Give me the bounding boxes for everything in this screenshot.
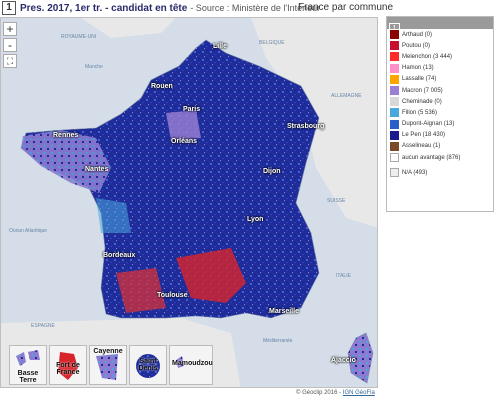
inset-label: Cayenne <box>93 348 123 355</box>
city-label: Paris <box>183 106 201 113</box>
legend-header: 1 <box>387 17 493 34</box>
legend-item[interactable]: Melenchon (3 444) <box>387 51 493 62</box>
ign-geofla-link[interactable]: IGN GéoFla <box>342 390 375 396</box>
legend-label: Macron (7 005) <box>402 87 443 94</box>
legend-label: Dupont-Aignan (13) <box>402 121 455 128</box>
legend-item[interactable]: Macron (7 005) <box>387 85 493 96</box>
legend-swatch <box>390 52 399 62</box>
france-map[interactable] <box>1 18 378 388</box>
city-label: Strasbourg <box>287 123 325 130</box>
legend-label: Poutou (0) <box>402 42 431 49</box>
city-label: Lille <box>213 43 228 50</box>
legend-item[interactable]: Lassalle (74) <box>387 74 493 85</box>
legend-swatch <box>390 130 399 140</box>
legend-swatch <box>390 74 399 84</box>
legend-label: Le Pen (18 430) <box>402 132 446 139</box>
legend-label: Asselineau (1) <box>402 143 441 150</box>
fillon-region-west <box>96 198 131 233</box>
zoom-out-button[interactable]: - <box>3 38 17 52</box>
inset-label: Mamoudzou <box>172 360 213 367</box>
legend-item[interactable]: Dupont-Aignan (13) <box>387 119 493 130</box>
inset-mayotte[interactable]: Mamoudzou <box>169 345 213 385</box>
sea-label: ITALIE <box>336 273 351 279</box>
legend-item[interactable]: Arthaud (0) <box>387 29 493 40</box>
paris-region <box>166 110 201 140</box>
legend-swatch <box>390 97 399 107</box>
legend-item[interactable]: Fillon (5 536) <box>387 107 493 118</box>
map-credits: © Géoclip 2016 - IGN GéoFla <box>296 390 375 396</box>
city-label: Rennes <box>53 132 79 139</box>
legend-swatch <box>390 153 399 163</box>
legend-swatch <box>390 30 399 40</box>
legend-label: aucun avantage (876) <box>402 154 461 161</box>
melenchon-region-south <box>176 248 246 303</box>
legend-swatch <box>390 86 399 96</box>
sea-label: ESPAGNE <box>31 323 55 329</box>
france-mainland <box>20 39 320 319</box>
melenchon-region-southwest <box>116 268 166 313</box>
zoom-in-button[interactable]: + <box>3 22 17 36</box>
corsica <box>347 332 374 384</box>
legend-item[interactable]: aucun avantage (876) <box>387 152 493 163</box>
macron-region-west <box>21 130 111 193</box>
city-label: Nantes <box>85 166 109 173</box>
map-index-badge: 1 <box>2 1 16 15</box>
copyright-text: © Géoclip 2016 - <box>296 390 342 396</box>
legend-item[interactable]: Hamon (13) <box>387 63 493 74</box>
map-source: - Source : Ministère de l'Intérieur <box>190 3 321 13</box>
legend-item[interactable]: Asselineau (1) <box>387 141 493 152</box>
legend-item[interactable]: Le Pen (18 430) <box>387 130 493 141</box>
sea-label: Manche <box>85 64 103 70</box>
legend-label: Melenchon (3 444) <box>402 53 453 60</box>
legend-swatch <box>390 108 399 118</box>
city-label: Orléans <box>171 138 198 145</box>
fullscreen-button[interactable]: ⛶ <box>3 54 17 68</box>
neighbour-land <box>81 18 176 38</box>
legend-label: Fillon (5 536) <box>402 109 438 116</box>
map-frame[interactable]: + - ⛶ Manche Océan Atlantique ESPAGNE Mé… <box>0 17 378 388</box>
city-label: Ajaccio <box>331 357 356 364</box>
map-title: Pres. 2017, 1er tr. - candidat en tête <box>20 2 188 14</box>
sea-label: ALLEMAGNE <box>331 93 362 99</box>
city-label: Marseille <box>269 308 299 315</box>
inset-label: Saint Denis <box>138 358 158 372</box>
city-label: Bordeaux <box>103 252 136 259</box>
legend-item[interactable]: Cheminade (0) <box>387 96 493 107</box>
legend-swatch <box>390 41 399 51</box>
city-label: Dijon <box>263 168 281 175</box>
city-label: Toulouse <box>157 292 188 299</box>
legend-swatch <box>390 141 399 151</box>
legend-label: Lassalle (74) <box>402 76 437 83</box>
sea-label: ROYAUME-UNI <box>61 34 97 40</box>
sea-label: Méditerranée <box>263 338 293 344</box>
legend-swatch <box>390 119 399 129</box>
inset-guadeloupe[interactable]: Basse Terre <box>9 345 47 385</box>
inset-guyane[interactable]: Cayenne <box>89 345 127 385</box>
city-label: Rouen <box>151 83 173 90</box>
legend-swatch <box>390 63 399 73</box>
inset-reunion[interactable]: Saint Denis <box>129 345 167 385</box>
sea-label: BELGIQUE <box>259 40 285 46</box>
legend-label: Cheminade (0) <box>402 98 442 105</box>
legend-item[interactable]: Poutou (0) <box>387 40 493 51</box>
legend-label: Hamon (13) <box>402 65 434 72</box>
legend-label: N/A (493) <box>402 169 428 176</box>
legend-swatch <box>390 168 399 178</box>
sea-label: SUISSE <box>327 198 346 204</box>
map-title-bar: 1 Pres. 2017, 1er tr. - candidat en tête… <box>0 0 378 16</box>
inset-martinique[interactable]: Fort de France <box>49 345 87 385</box>
legend-panel: 1 Arthaud (0) Poutou (0) Melenchon (3 444)… <box>386 16 494 212</box>
legend-item[interactable]: N/A (493) <box>387 167 493 178</box>
inset-label: Fort de France <box>56 362 80 376</box>
inset-label: Basse Terre <box>17 370 39 384</box>
view-level-label[interactable]: France par commune <box>298 2 394 13</box>
sea-label: Océan Atlantique <box>9 228 48 234</box>
city-label: Lyon <box>247 216 264 223</box>
legend-label: Arthaud (0) <box>402 31 433 38</box>
legend-list: Arthaud (0) Poutou (0) Melenchon (3 444) Ha… <box>387 29 493 178</box>
